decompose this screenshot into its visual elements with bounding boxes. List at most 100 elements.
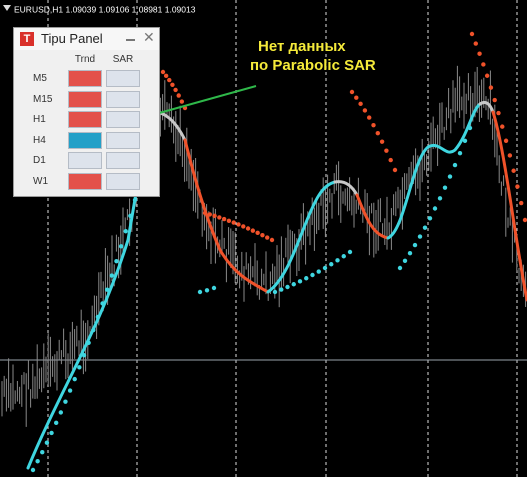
- sar-dot: [250, 228, 256, 233]
- sar-dot: [519, 200, 524, 206]
- sar-dot: [211, 285, 217, 291]
- column-header: Trnd: [74, 54, 96, 65]
- sar-cell: [106, 173, 140, 190]
- sar-dot: [473, 41, 478, 46]
- sar-dot: [488, 85, 494, 90]
- sar-dot: [265, 235, 270, 240]
- sar-dot: [371, 122, 376, 128]
- sar-dot: [297, 279, 303, 284]
- sar-dot: [511, 168, 516, 173]
- trend-neutral-segment: [333, 180, 359, 197]
- sar-dot: [241, 224, 246, 229]
- sar-dot: [272, 289, 278, 295]
- sar-dot: [310, 272, 315, 278]
- sar-dot: [123, 229, 128, 234]
- sar-dot: [160, 69, 166, 75]
- sar-dot: [132, 197, 138, 203]
- sar-dot: [255, 230, 260, 236]
- sar-dot: [392, 167, 398, 173]
- trend-cell: [68, 131, 102, 149]
- sar-dot: [329, 262, 334, 267]
- sar-dot: [30, 467, 36, 473]
- sar-dot: [407, 250, 413, 256]
- sar-dot: [316, 269, 321, 274]
- sar-dot: [44, 440, 50, 445]
- panel-icon: T: [20, 32, 34, 46]
- sar-dot: [384, 148, 389, 153]
- sar-dot: [452, 162, 458, 168]
- sar-dot: [72, 376, 77, 382]
- sar-dot: [469, 31, 475, 37]
- sar-dot: [477, 51, 482, 56]
- sar-dot: [422, 225, 428, 230]
- sar-dot: [285, 284, 290, 290]
- sar-dot: [335, 258, 340, 263]
- sar-dot: [236, 222, 241, 227]
- sar-dot: [341, 254, 346, 259]
- sar-cell: [106, 152, 140, 170]
- sar-dot: [197, 289, 203, 295]
- timeframe-label: H1: [33, 114, 46, 126]
- sar-dot: [163, 73, 169, 79]
- sar-dot: [507, 153, 513, 158]
- sar-dot: [63, 399, 68, 404]
- symbol-quote: EURUSD,H1 1.09039 1.09106 1.08981 1.0901…: [14, 4, 196, 14]
- sar-dot: [481, 62, 486, 67]
- sar-dot: [53, 420, 59, 426]
- sar-dot: [260, 232, 265, 238]
- sar-dot: [212, 213, 217, 219]
- trend-up-segment: [386, 102, 482, 240]
- trend-down-segment: [183, 138, 270, 294]
- sar-dot: [437, 196, 443, 201]
- sar-dot: [245, 226, 251, 231]
- sar-dot: [496, 110, 501, 116]
- sar-dot: [515, 184, 520, 189]
- sar-dot: [432, 206, 438, 211]
- timeframe-label: M15: [33, 93, 53, 105]
- annotation-line: по Parabolic SAR: [250, 57, 376, 74]
- sar-cell: [106, 111, 140, 129]
- sar-dot: [492, 97, 497, 103]
- sar-dot: [291, 282, 296, 287]
- sar-dot: [226, 218, 232, 223]
- trend-cell: [68, 173, 102, 190]
- sar-dot: [40, 449, 45, 455]
- sar-dot: [500, 124, 505, 129]
- trend-up-segment: [266, 180, 337, 294]
- sar-dot: [170, 82, 175, 87]
- sar-dot: [388, 157, 393, 163]
- sar-dot: [269, 237, 275, 243]
- parabolic-sar: [30, 31, 527, 473]
- sar-dot: [442, 185, 448, 190]
- sar-dot: [358, 101, 363, 107]
- sar-dot: [467, 125, 473, 131]
- sar-dot: [118, 244, 124, 249]
- sar-dot: [179, 99, 185, 104]
- sar-cell: [106, 70, 140, 87]
- sar-dot: [109, 273, 115, 278]
- sar-dot: [484, 73, 490, 78]
- annotation-line: Нет данных: [258, 38, 346, 55]
- sar-dot: [176, 93, 181, 98]
- sar-dot: [347, 249, 353, 255]
- sar-dot: [522, 217, 527, 223]
- sar-dot: [231, 220, 236, 225]
- sar-dot: [49, 430, 54, 436]
- timeframe-label: H4: [33, 134, 46, 146]
- timeframe-label: D1: [33, 155, 46, 167]
- minimize-button[interactable]: [126, 39, 135, 41]
- close-button[interactable]: ✕: [143, 29, 155, 45]
- sar-dot: [402, 258, 408, 263]
- sar-dot: [447, 174, 453, 179]
- sar-dot: [77, 365, 82, 370]
- annotation-arrow: [151, 85, 257, 116]
- sar-dot: [367, 115, 372, 120]
- sar-dot: [379, 139, 385, 144]
- sar-dot: [58, 410, 64, 415]
- tipu-panel: T Tipu Panel ✕ Trnd SAR M5 M15 H1 H4 D1 W1: [13, 27, 160, 197]
- sar-dot: [81, 353, 87, 358]
- timeframe-label: M5: [33, 73, 47, 84]
- sar-dot: [457, 150, 463, 156]
